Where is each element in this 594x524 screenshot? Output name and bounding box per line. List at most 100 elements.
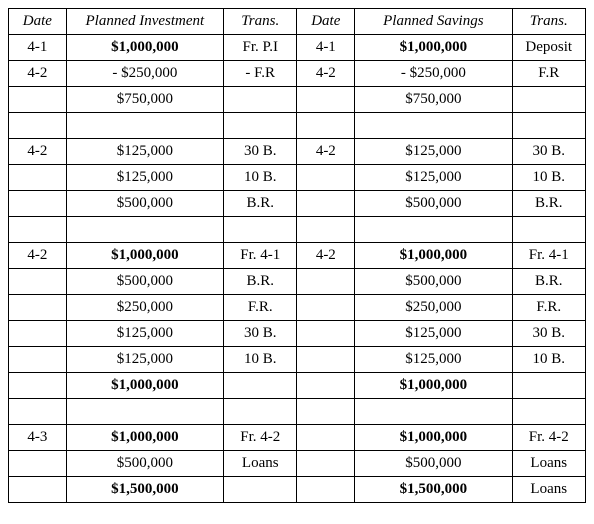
cell: F.R <box>512 61 585 87</box>
table-body: 4-1$1,000,000Fr. P.I4-1$1,000,000Deposit… <box>9 35 586 503</box>
cell <box>297 165 355 191</box>
header-trans-2: Trans. <box>512 9 585 35</box>
ledger-table: Date Planned Investment Trans. Date Plan… <box>8 8 586 503</box>
cell: 10 B. <box>512 347 585 373</box>
cell <box>224 373 297 399</box>
cell <box>224 477 297 503</box>
cell <box>297 451 355 477</box>
cell <box>9 217 67 243</box>
cell <box>66 113 223 139</box>
cell: 4-2 <box>297 139 355 165</box>
table-row: $125,00010 B.$125,00010 B. <box>9 347 586 373</box>
cell: F.R. <box>512 295 585 321</box>
table-row <box>9 217 586 243</box>
cell <box>297 399 355 425</box>
cell: $500,000 <box>355 269 512 295</box>
cell: 4-1 <box>297 35 355 61</box>
cell: F.R. <box>224 295 297 321</box>
cell <box>355 113 512 139</box>
cell <box>297 347 355 373</box>
cell: $750,000 <box>355 87 512 113</box>
table-row: $500,000B.R.$500,000B.R. <box>9 191 586 217</box>
cell: 10 B. <box>224 347 297 373</box>
header-savings: Planned Savings <box>355 9 512 35</box>
cell <box>9 295 67 321</box>
cell <box>9 451 67 477</box>
table-row: $750,000$750,000 <box>9 87 586 113</box>
cell: $500,000 <box>66 191 223 217</box>
cell <box>297 425 355 451</box>
cell: $1,000,000 <box>66 243 223 269</box>
cell: - $250,000 <box>66 61 223 87</box>
cell <box>297 373 355 399</box>
cell: 4-2 <box>297 61 355 87</box>
table-row: $125,00030 B.$125,00030 B. <box>9 321 586 347</box>
cell: $1,000,000 <box>355 35 512 61</box>
table-row: $500,000Loans$500,000Loans <box>9 451 586 477</box>
cell <box>9 373 67 399</box>
cell: $125,000 <box>66 139 223 165</box>
cell: 10 B. <box>224 165 297 191</box>
cell <box>224 217 297 243</box>
table-row: 4-2- $250,000- F.R4-2- $250,000F.R <box>9 61 586 87</box>
table-row: $1,500,000$1,500,000Loans <box>9 477 586 503</box>
table-row: 4-1$1,000,000Fr. P.I4-1$1,000,000Deposit <box>9 35 586 61</box>
cell: $1,000,000 <box>355 425 512 451</box>
header-invest: Planned Investment <box>66 9 223 35</box>
cell <box>297 295 355 321</box>
cell <box>9 191 67 217</box>
cell <box>224 87 297 113</box>
cell: Fr. 4-2 <box>512 425 585 451</box>
table-row: 4-3$1,000,000Fr. 4-2$1,000,000Fr. 4-2 <box>9 425 586 451</box>
table-row: 4-2$1,000,000Fr. 4-14-2$1,000,000Fr. 4-1 <box>9 243 586 269</box>
cell <box>9 399 67 425</box>
cell: $250,000 <box>355 295 512 321</box>
cell: 30 B. <box>512 321 585 347</box>
header-trans-1: Trans. <box>224 9 297 35</box>
cell: Loans <box>512 477 585 503</box>
cell: $1,000,000 <box>66 425 223 451</box>
cell: Deposit <box>512 35 585 61</box>
header-date-2: Date <box>297 9 355 35</box>
cell: Fr. 4-2 <box>224 425 297 451</box>
table-row: $500,000B.R.$500,000B.R. <box>9 269 586 295</box>
cell: - F.R <box>224 61 297 87</box>
header-date-1: Date <box>9 9 67 35</box>
cell <box>66 217 223 243</box>
cell <box>512 87 585 113</box>
cell: $500,000 <box>66 451 223 477</box>
cell <box>9 165 67 191</box>
cell: $125,000 <box>66 347 223 373</box>
cell: Fr. P.I <box>224 35 297 61</box>
cell: $1,500,000 <box>66 477 223 503</box>
cell: $500,000 <box>355 451 512 477</box>
cell <box>9 113 67 139</box>
cell <box>224 113 297 139</box>
cell: Loans <box>224 451 297 477</box>
cell: $1,000,000 <box>355 373 512 399</box>
cell <box>297 191 355 217</box>
table-row <box>9 113 586 139</box>
cell: $1,500,000 <box>355 477 512 503</box>
cell <box>297 113 355 139</box>
cell: 30 B. <box>224 139 297 165</box>
cell: B.R. <box>224 269 297 295</box>
cell <box>512 217 585 243</box>
table-row: $125,00010 B.$125,00010 B. <box>9 165 586 191</box>
cell: 10 B. <box>512 165 585 191</box>
cell: 4-2 <box>9 139 67 165</box>
cell <box>9 321 67 347</box>
cell <box>9 269 67 295</box>
cell <box>355 217 512 243</box>
cell <box>66 399 223 425</box>
table-row: $1,000,000$1,000,000 <box>9 373 586 399</box>
cell <box>512 399 585 425</box>
cell: 30 B. <box>224 321 297 347</box>
table-row: $250,000F.R.$250,000F.R. <box>9 295 586 321</box>
cell: B.R. <box>224 191 297 217</box>
cell: 30 B. <box>512 139 585 165</box>
cell: 4-2 <box>9 243 67 269</box>
cell: - $250,000 <box>355 61 512 87</box>
cell: Fr. 4-1 <box>512 243 585 269</box>
cell <box>297 217 355 243</box>
